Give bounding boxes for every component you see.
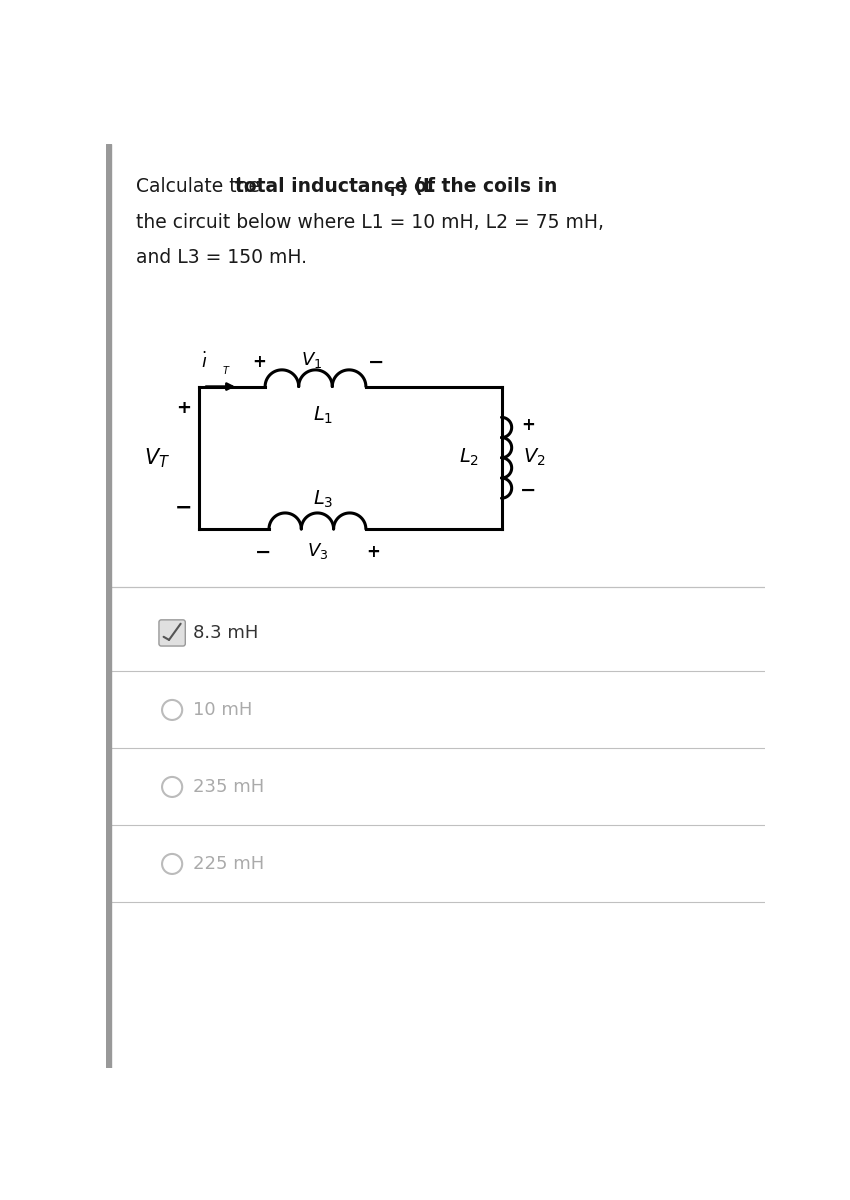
Text: +: + [366,544,381,562]
Text: $V_1$: $V_1$ [301,350,322,371]
Text: +: + [522,416,536,434]
Text: $V_T$: $V_T$ [144,446,170,469]
Text: 8.3 mH: 8.3 mH [193,624,258,642]
FancyBboxPatch shape [159,620,185,646]
Text: $_{T}$: $_{T}$ [223,362,231,377]
Text: +: + [176,400,191,418]
Text: ) of the coils in: ) of the coils in [400,176,558,196]
Text: 225 mH: 225 mH [193,854,264,872]
Text: $\dot{\imath}$: $\dot{\imath}$ [201,352,207,372]
Text: −: − [175,498,192,517]
Text: $L_1$: $L_1$ [313,406,333,426]
Text: $L_2$: $L_2$ [459,448,479,468]
Text: 235 mH: 235 mH [193,778,264,796]
Text: and L3 = 150 mH.: and L3 = 150 mH. [136,248,307,268]
Text: $V_3$: $V_3$ [307,540,328,560]
Text: −: − [368,353,384,372]
Text: $L_3$: $L_3$ [314,490,334,510]
Text: −: − [520,481,537,500]
Text: the circuit below where L1 = 10 mH, L2 = 75 mH,: the circuit below where L1 = 10 mH, L2 =… [136,214,604,232]
Text: total inductance (L: total inductance (L [235,176,434,196]
Text: T: T [388,186,397,199]
Text: 10 mH: 10 mH [193,701,252,719]
Text: Calculate the: Calculate the [136,176,266,196]
Bar [106,144,110,1068]
Text: +: + [252,353,266,371]
Text: $V_2$: $V_2$ [523,448,546,468]
Text: −: − [255,542,271,562]
